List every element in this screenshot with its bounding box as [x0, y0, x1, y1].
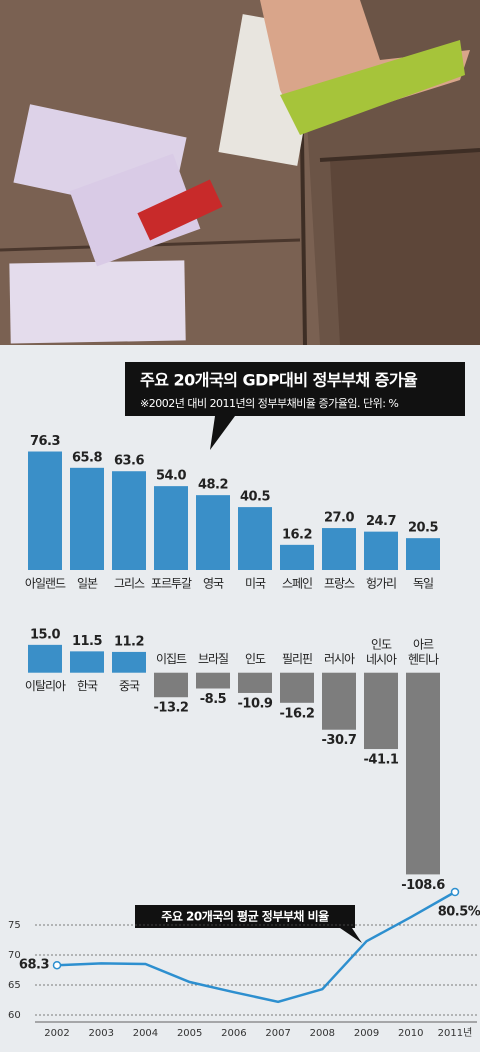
- bar: [364, 531, 398, 570]
- category-label: 일본: [77, 577, 98, 591]
- line: [56, 890, 456, 1004]
- point: [450, 887, 460, 897]
- title-box: [125, 362, 465, 450]
- value-label: 11.5: [72, 634, 103, 649]
- category-label: 브라질: [198, 652, 228, 666]
- y-tick-label: 65: [8, 980, 21, 991]
- point: [52, 960, 62, 970]
- x-tick-label: 2007: [265, 1028, 290, 1039]
- bar: [112, 471, 146, 570]
- x-tick-label: 2005: [177, 1028, 202, 1039]
- bar: [280, 544, 314, 570]
- category-label: 아르 헨티나: [408, 637, 439, 666]
- category-label: 인도: [245, 652, 266, 666]
- category-label: 헝가리: [366, 577, 396, 591]
- value-label: -13.2: [154, 701, 189, 716]
- category-label: 이탈리아: [25, 679, 66, 693]
- value-label: 48.2: [198, 478, 228, 493]
- value-label: 20.5: [408, 521, 439, 536]
- bar: [238, 507, 272, 570]
- x-tick-label: 2011년: [438, 1027, 473, 1039]
- value-label: 65.8: [72, 450, 103, 465]
- x-tick-label: 2006: [221, 1028, 246, 1039]
- value-label: -41.1: [364, 753, 399, 768]
- value-label: 80.5%: [438, 905, 480, 920]
- photo: [0, 0, 480, 346]
- bar: [322, 672, 356, 730]
- category-label: 러시아: [324, 652, 355, 666]
- bar: [28, 451, 62, 570]
- category-label: 포르투갈: [151, 577, 192, 591]
- category-label: 필리핀: [282, 652, 312, 666]
- chart-title: 주요 20개국의 GDP대비 정부부채 증가율: [140, 371, 418, 390]
- bar: [406, 538, 440, 570]
- value-label: 15.0: [30, 627, 61, 642]
- bar: [280, 672, 314, 703]
- value-label: 63.6: [114, 454, 145, 469]
- category-label: 스페인: [282, 577, 312, 591]
- bar: [70, 651, 104, 673]
- value-label: -30.7: [322, 733, 357, 748]
- y-tick-label: 70: [8, 950, 21, 961]
- y-tick-label: 75: [8, 920, 21, 931]
- bar: [112, 651, 146, 673]
- category-label: 독일: [413, 577, 433, 591]
- bar: [70, 467, 104, 570]
- bar: [154, 486, 188, 570]
- category-label: 프랑스: [324, 577, 355, 591]
- line-title: 주요 20개국의 평균 정부부채 비율: [161, 909, 329, 924]
- value-label: 16.2: [282, 527, 312, 542]
- x-tick-label: 2002: [44, 1028, 69, 1039]
- bar: [154, 672, 188, 698]
- bar: [196, 672, 230, 689]
- category-label: 이집트: [156, 652, 187, 666]
- value-label: 76.3: [30, 434, 61, 449]
- value-label: -8.5: [200, 692, 227, 707]
- x-tick-label: 2009: [354, 1028, 379, 1039]
- x-tick-label: 2008: [310, 1028, 335, 1039]
- value-label: -10.9: [238, 696, 273, 711]
- value-label: 24.7: [366, 514, 397, 529]
- bar: [238, 672, 272, 693]
- category-label: 영국: [203, 577, 224, 591]
- bar: [406, 672, 440, 875]
- bar: [28, 644, 62, 673]
- value-label: 11.2: [114, 634, 144, 649]
- line-title-box: [135, 905, 362, 943]
- chart-subtitle: ※2002년 대비 2011년의 정부부채비율 증가율임. 단위: %: [140, 397, 398, 410]
- bar: [196, 495, 230, 570]
- bar: [322, 528, 356, 570]
- category-label: 중국: [119, 679, 140, 693]
- value-label: -16.2: [280, 706, 315, 721]
- value-label: 27.0: [324, 511, 355, 526]
- y-tick-label: 60: [8, 1010, 21, 1021]
- category-label: 아일랜드: [25, 577, 66, 591]
- bar: [364, 672, 398, 750]
- category-label: 한국: [77, 679, 98, 693]
- value-label: 68.3: [19, 958, 50, 973]
- value-label: 54.0: [156, 469, 187, 484]
- x-tick-label: 2010: [398, 1028, 423, 1039]
- value-label: 40.5: [240, 490, 271, 505]
- x-tick-label: 2004: [133, 1028, 158, 1039]
- category-label: 미국: [245, 577, 266, 591]
- category-label: 인도 네시아: [366, 637, 397, 666]
- chart-background: [0, 345, 480, 1052]
- value-label: -108.6: [401, 878, 445, 893]
- x-tick-label: 2003: [88, 1028, 113, 1039]
- category-label: 그리스: [114, 577, 145, 591]
